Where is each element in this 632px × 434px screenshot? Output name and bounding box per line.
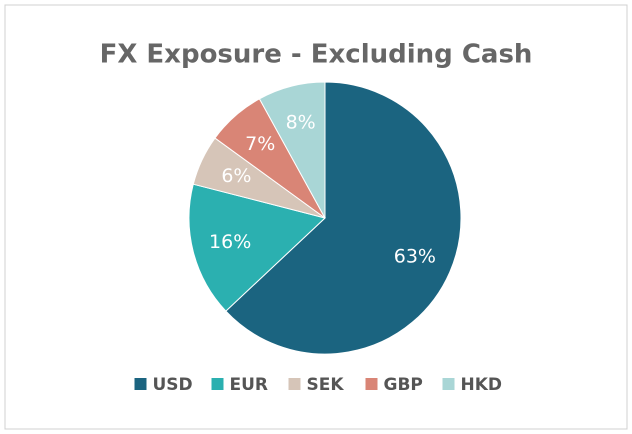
legend-swatch <box>288 378 301 390</box>
data-label: 8% <box>286 112 316 134</box>
data-label: 63% <box>394 245 436 267</box>
pie-slice <box>258 81 326 219</box>
legend-label: SEK <box>307 375 345 395</box>
legend-swatch <box>134 378 147 390</box>
legend-label: HKD <box>461 375 503 395</box>
legend-swatch <box>211 378 224 390</box>
legend-swatch <box>442 378 455 390</box>
data-label: 16% <box>209 231 251 253</box>
legend-label: USD <box>153 375 193 395</box>
data-label: 7% <box>245 133 275 155</box>
legend-label: EUR <box>230 375 269 395</box>
chart-title: FX Exposure - Excluding Cash <box>100 40 533 70</box>
data-label: 6% <box>221 165 251 187</box>
legend-label: GBP <box>384 375 423 395</box>
pie-slice <box>188 183 327 312</box>
legend-swatch <box>365 378 378 390</box>
pie-slice <box>225 81 462 355</box>
